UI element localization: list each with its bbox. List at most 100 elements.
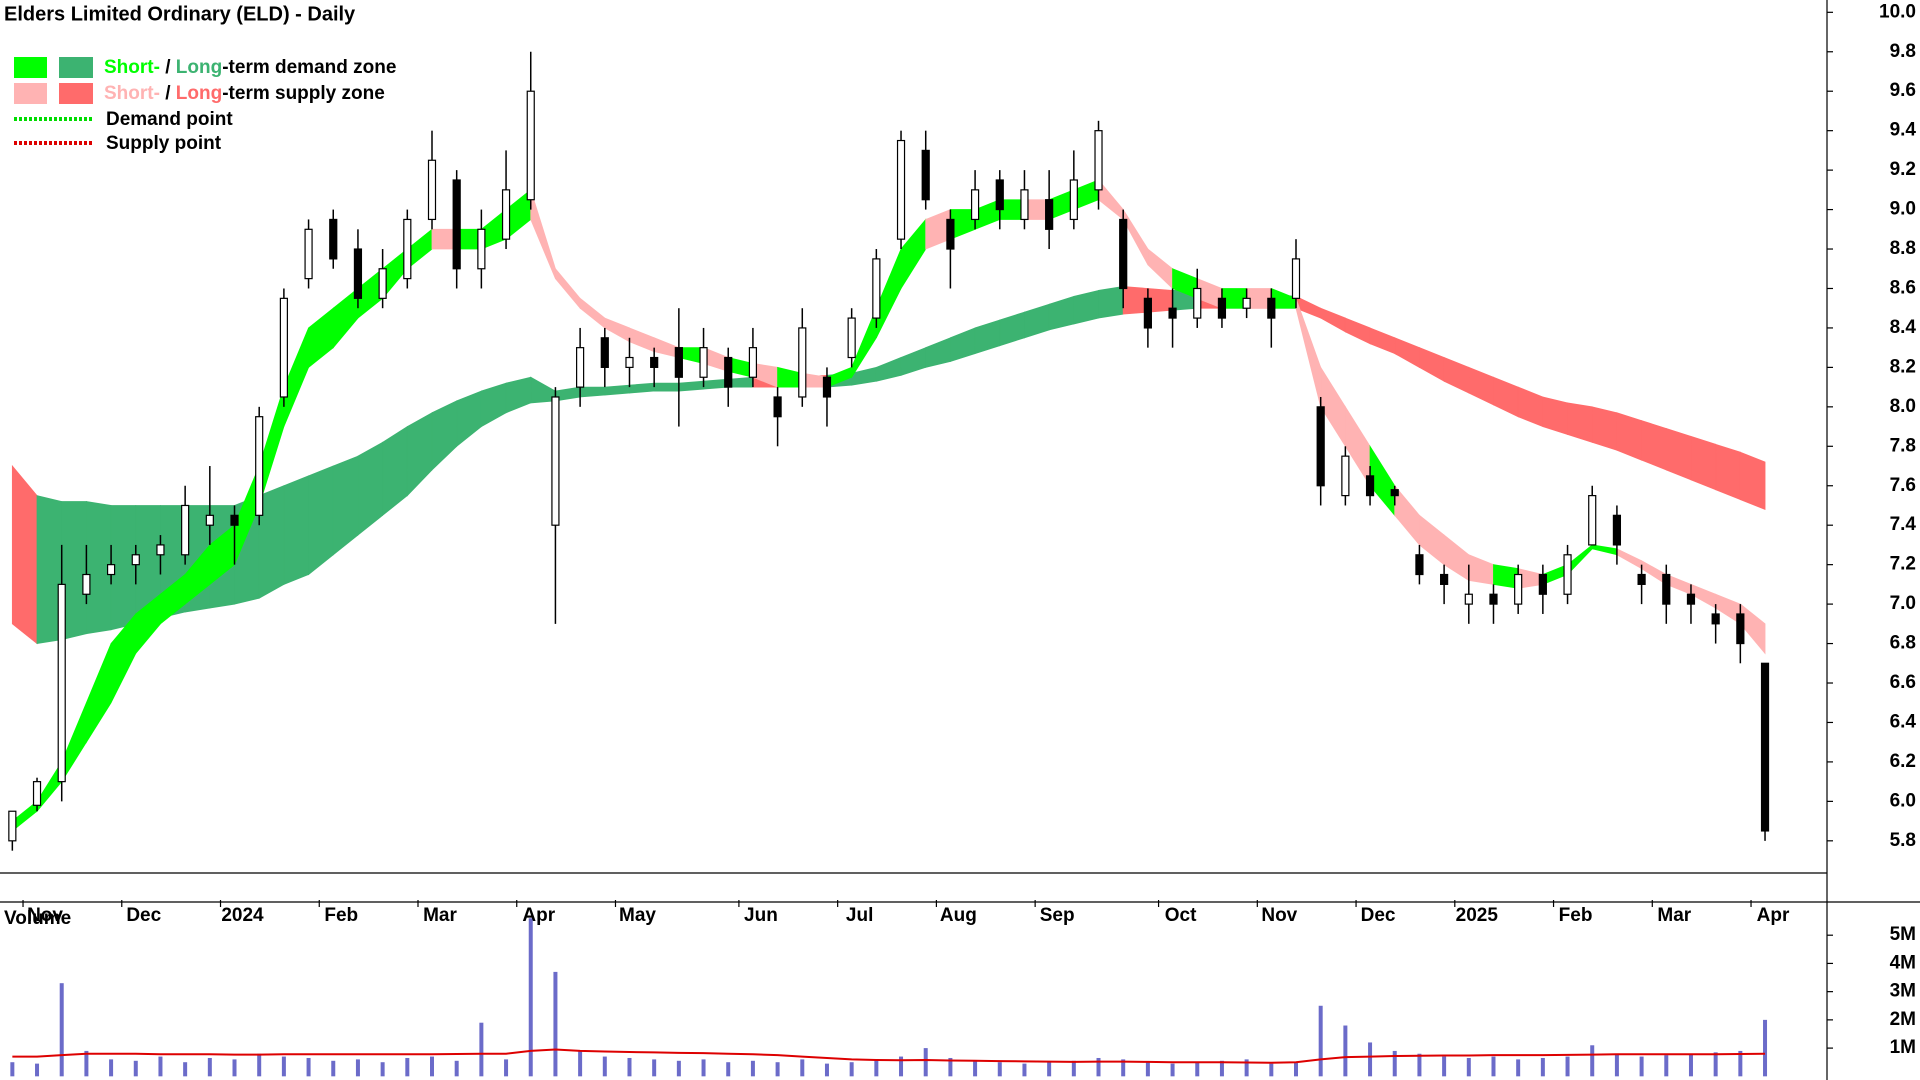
candle-body <box>773 396 782 418</box>
candle-body <box>526 90 535 201</box>
candle-body <box>1341 455 1350 497</box>
long-zone-segment <box>1739 451 1766 511</box>
y-tick-label: 9.6 <box>1890 80 1916 101</box>
volume-bar <box>775 1062 780 1077</box>
volume-bar <box>899 1056 904 1077</box>
volume-bar <box>750 1060 755 1077</box>
candle-body <box>650 356 659 368</box>
y-tick-label: 9.2 <box>1890 159 1916 180</box>
candle-body <box>1217 297 1227 319</box>
legend-text: / <box>160 57 176 78</box>
x-tick-label: Apr <box>1757 905 1790 926</box>
volume-bar <box>59 983 64 1077</box>
x-tick-label: Nov <box>27 905 63 926</box>
chart-title: Elders Limited Ordinary (ELD) - Daily <box>4 3 356 25</box>
volume-bar <box>1195 1062 1200 1077</box>
volume-bar <box>973 1060 978 1077</box>
candle-body <box>1662 573 1671 605</box>
legend-swatch <box>14 57 47 78</box>
volume-bar <box>553 971 558 1077</box>
volume-bar <box>1294 1062 1298 1077</box>
volume-bar <box>997 1062 1002 1077</box>
volume-bar <box>1713 1052 1718 1077</box>
candle-body <box>1489 593 1498 605</box>
candle-body <box>1291 258 1301 299</box>
candle-body <box>576 347 585 388</box>
candle-body <box>1168 307 1177 319</box>
volume-bar <box>824 1063 829 1077</box>
volume-bar <box>1614 1053 1619 1077</box>
x-tick-label: Mar <box>423 905 457 926</box>
candle-body <box>1365 475 1375 497</box>
candle-body <box>1045 199 1054 230</box>
y-tick-label: 6.0 <box>1890 790 1916 811</box>
volume-bar <box>627 1057 632 1077</box>
candle-body <box>1143 297 1152 329</box>
y-tick-label: 7.4 <box>1890 514 1917 535</box>
long-zone-segment <box>1073 289 1099 325</box>
volume-bar <box>1071 1060 1076 1077</box>
x-tick-label: Dec <box>126 905 161 926</box>
candle-body <box>748 347 758 378</box>
x-tick-label: Jun <box>744 905 778 926</box>
volume-bar <box>1442 1056 1447 1077</box>
long-zone-segment <box>678 380 704 392</box>
volume-bar <box>158 1056 163 1077</box>
candle-body <box>1020 189 1029 221</box>
legend-text: -term demand zone <box>222 57 396 78</box>
legend-label: Short- / Long-term demand zone <box>104 57 396 78</box>
candle-body <box>798 327 807 398</box>
volume-bar <box>1417 1053 1422 1077</box>
candle-body <box>1119 218 1128 290</box>
candle-body <box>255 416 264 516</box>
volume-bar <box>281 1056 286 1077</box>
volume-bar <box>257 1053 262 1077</box>
volume-bar <box>133 1060 138 1077</box>
volume-bar <box>1219 1060 1224 1077</box>
volume-bar <box>849 1062 854 1077</box>
legend-label: Demand point <box>106 109 233 130</box>
candle-body <box>921 149 930 201</box>
volume-bar <box>602 1056 607 1077</box>
volume-bar <box>1763 1019 1768 1077</box>
candle-body <box>131 554 140 566</box>
legend-label: Short- / Long-term supply zone <box>104 83 385 104</box>
candle-body <box>1267 297 1276 319</box>
volume-bar <box>1145 1062 1150 1077</box>
volume-bar <box>800 1059 805 1077</box>
legend-swatch <box>59 57 93 78</box>
volume-bar <box>1590 1045 1595 1077</box>
candle-body <box>353 248 363 299</box>
volume-average-line <box>12 1048 1766 1064</box>
volume-bar <box>1096 1057 1101 1077</box>
long-zone-segment <box>11 464 38 645</box>
volume-bar <box>726 1062 731 1077</box>
candle-body <box>279 297 288 398</box>
candle-body <box>896 139 906 240</box>
candle-body <box>625 356 634 368</box>
candle-body <box>501 189 511 240</box>
candle-body <box>1760 662 1770 832</box>
x-tick-label: Apr <box>522 905 555 926</box>
y-tick-label: 9.0 <box>1890 199 1916 220</box>
volume-bar <box>1565 1056 1570 1077</box>
volume-bar <box>701 1059 706 1077</box>
volume-bar <box>1121 1059 1126 1077</box>
volume-bar <box>84 1050 89 1077</box>
y-tick-label: 7.0 <box>1890 593 1916 614</box>
candle-body <box>1094 130 1103 191</box>
volume-bar <box>528 918 533 1077</box>
x-tick-label: Aug <box>940 905 977 926</box>
x-tick-label: Dec <box>1361 905 1396 926</box>
candle-body <box>452 179 461 270</box>
candle-body <box>403 218 412 280</box>
candle-body <box>600 337 609 368</box>
volume-bar <box>948 1057 953 1077</box>
candle-body <box>1612 514 1622 546</box>
candle-body <box>1514 573 1523 605</box>
volume-bar <box>923 1048 928 1077</box>
volume-bar <box>1343 1025 1348 1077</box>
y-tick-label: 8.0 <box>1890 396 1916 417</box>
candles <box>8 51 1770 851</box>
candle-body <box>1440 573 1449 585</box>
